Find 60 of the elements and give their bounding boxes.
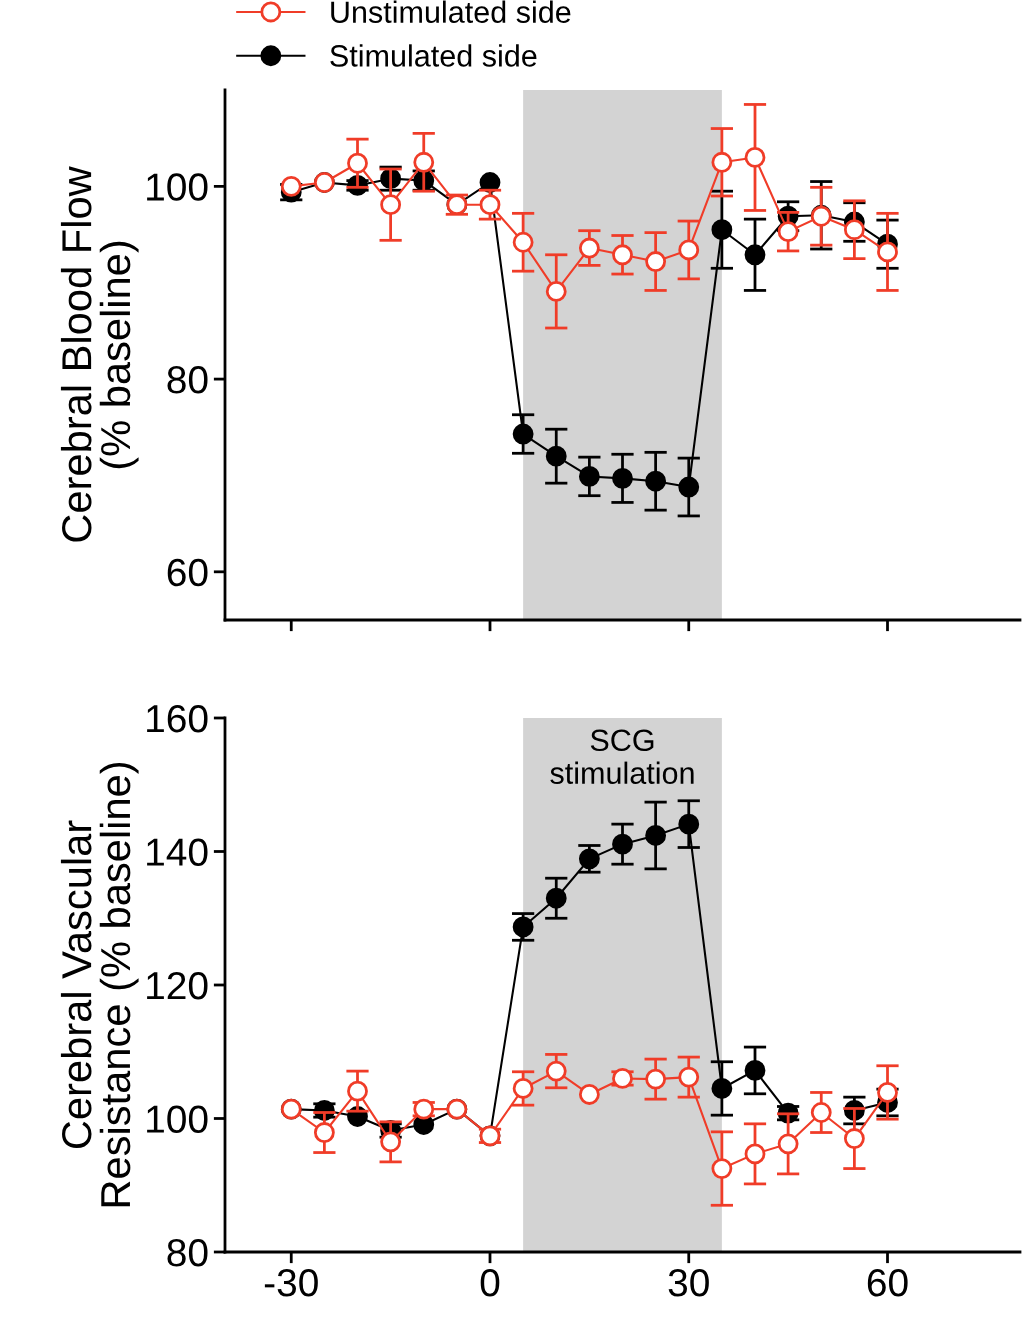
point xyxy=(645,470,667,492)
point xyxy=(612,833,633,855)
point xyxy=(313,1122,335,1143)
point xyxy=(380,194,402,216)
y-tick-label: 100 xyxy=(147,173,208,201)
point xyxy=(545,887,567,909)
y-tick-label: 80 xyxy=(167,1238,208,1267)
point xyxy=(545,1060,567,1082)
point xyxy=(612,244,633,266)
point xyxy=(777,221,799,243)
y-axis-title: Cerebral Blood Flow (% baseline) xyxy=(60,166,139,542)
point xyxy=(413,151,435,173)
point xyxy=(512,231,534,253)
point xyxy=(512,1078,534,1099)
point xyxy=(380,1131,402,1153)
point xyxy=(744,147,766,168)
point xyxy=(810,1102,832,1123)
point xyxy=(777,1133,799,1155)
point xyxy=(744,244,766,266)
point xyxy=(612,467,633,489)
point xyxy=(877,241,898,263)
point xyxy=(711,151,733,173)
point xyxy=(578,466,600,487)
point xyxy=(678,476,700,498)
point xyxy=(744,1143,766,1165)
x-tick-label: 30 xyxy=(668,1269,709,1297)
y-axis-title: Cerebral Vascular Resistance (% baseline) xyxy=(60,762,139,1207)
point xyxy=(645,1068,667,1090)
y-tick-label: 140 xyxy=(147,838,208,866)
point xyxy=(711,1158,733,1179)
y-tick-label: 120 xyxy=(147,971,208,1000)
point xyxy=(645,825,667,846)
point xyxy=(877,1082,898,1103)
point xyxy=(711,1078,733,1099)
point xyxy=(545,280,567,302)
y-tick-label: 160 xyxy=(147,704,208,733)
annotation: SCG stimulation xyxy=(550,729,694,785)
x-tick-label: 0 xyxy=(480,1269,500,1297)
y-tick-label: 100 xyxy=(147,1105,208,1133)
point xyxy=(678,813,700,835)
point xyxy=(578,237,600,259)
legend-label: Unstimulated side xyxy=(331,0,571,23)
y-tick-label: 80 xyxy=(167,366,208,394)
x-tick-label: 60 xyxy=(867,1269,908,1297)
point xyxy=(479,194,501,216)
point xyxy=(645,251,667,272)
point xyxy=(843,1128,865,1149)
legend-label: Stimulated side xyxy=(330,44,537,67)
point xyxy=(843,219,865,241)
point xyxy=(744,1060,766,1081)
point xyxy=(347,1080,368,1102)
x-tick-label: -30 xyxy=(264,1269,318,1297)
point xyxy=(711,219,733,241)
point xyxy=(347,152,368,174)
point xyxy=(678,239,700,261)
point xyxy=(678,1066,700,1088)
y-tick-label: 60 xyxy=(167,558,208,587)
point xyxy=(578,1084,600,1105)
point xyxy=(512,423,534,445)
point xyxy=(545,445,567,467)
